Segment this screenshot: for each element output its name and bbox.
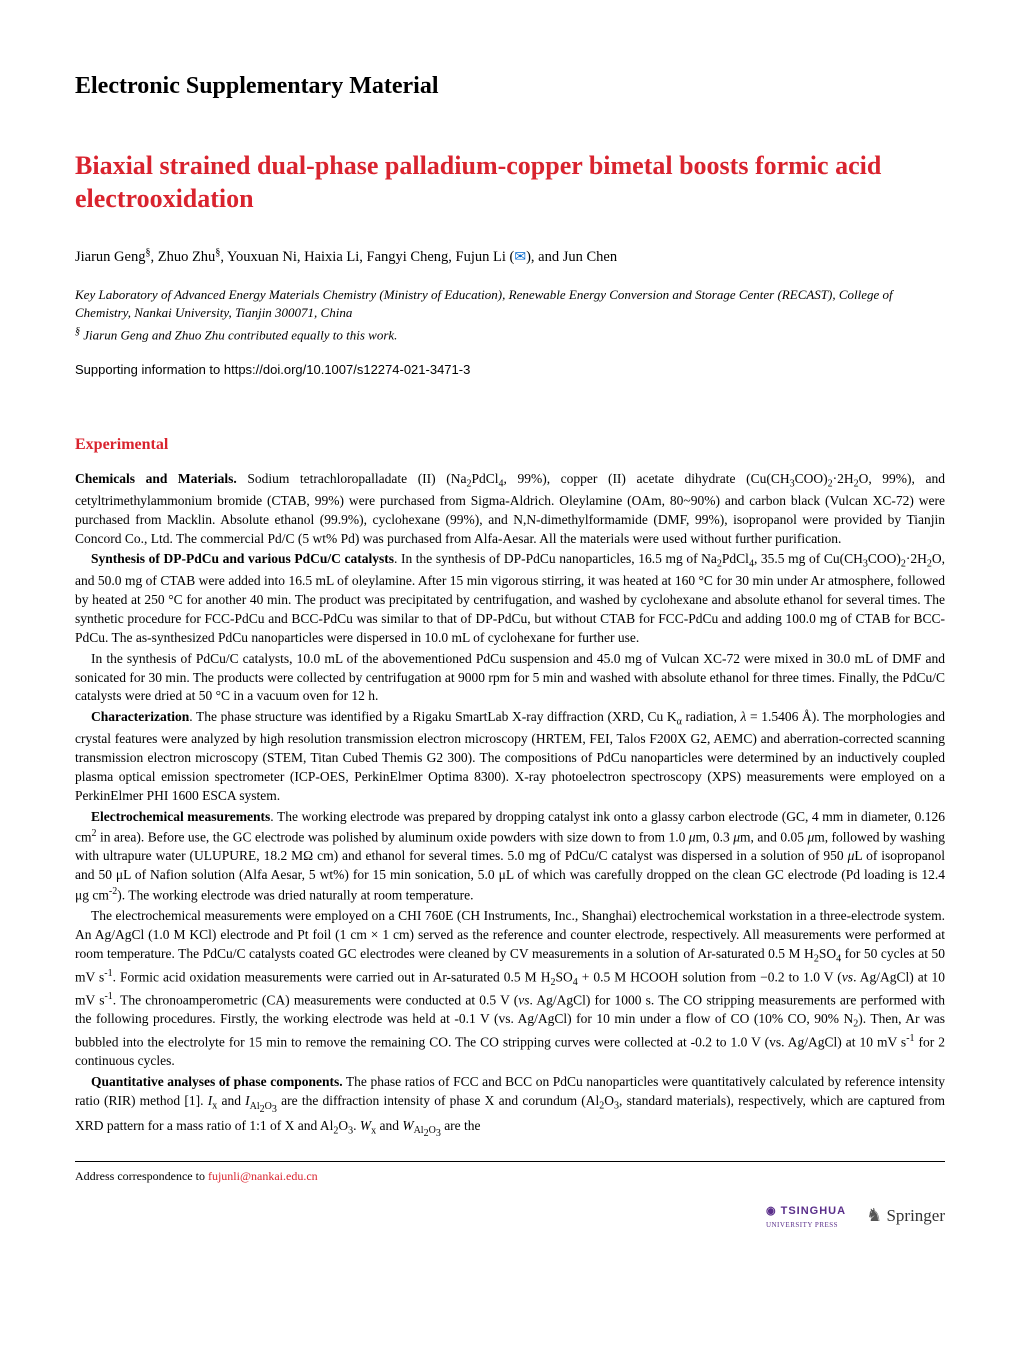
section-heading-experimental: Experimental (75, 434, 945, 456)
para-quantitative: Quantitative analyses of phase component… (75, 1073, 945, 1141)
footer-email: fujunli@nankai.edu.cn (208, 1169, 318, 1183)
springer-horse-icon: ♞ (866, 1203, 882, 1228)
affiliation: Key Laboratory of Advanced Energy Materi… (75, 286, 945, 322)
envelope-icon: ✉ (514, 248, 526, 268)
tsinghua-seal-icon: ◉ (766, 1205, 777, 1217)
para-synthesis-2: In the synthesis of PdCu/C catalysts, 10… (75, 650, 945, 707)
para-characterization: Characterization. The phase structure wa… (75, 708, 945, 805)
footer-label: Address correspondence to (75, 1169, 208, 1183)
tsinghua-logo: ◉ TSINGHUA UNIVERSITY PRESS (766, 1201, 846, 1230)
footer: Address correspondence to fujunli@nankai… (75, 1161, 945, 1185)
para-chemicals: Chemicals and Materials. Sodium tetrachl… (75, 470, 945, 548)
springer-logo: ♞ Springer (866, 1203, 945, 1228)
para-synthesis: Synthesis of DP-PdCu and various PdCu/C … (75, 550, 945, 647)
supporting-link: Supporting information to https://doi.or… (75, 361, 945, 379)
para-electrochemical-2: The electrochemical measurements were em… (75, 907, 945, 1071)
authors: Jiarun Geng§, Zhuo Zhu§, Youxuan Ni, Hai… (75, 246, 945, 267)
para-electrochemical: Electrochemical measurements. The workin… (75, 808, 945, 905)
article-title: Biaxial strained dual-phase palladium-co… (75, 149, 945, 217)
tsinghua-logo-sub: UNIVERSITY PRESS (766, 1221, 846, 1231)
publisher-logos: ◉ TSINGHUA UNIVERSITY PRESS ♞ Springer (75, 1201, 945, 1230)
tsinghua-logo-text: ◉ TSINGHUA (766, 1205, 846, 1217)
equal-contribution: § Jiarun Geng and Zhuo Zhu contributed e… (75, 325, 945, 345)
supplementary-heading: Electronic Supplementary Material (75, 70, 945, 104)
